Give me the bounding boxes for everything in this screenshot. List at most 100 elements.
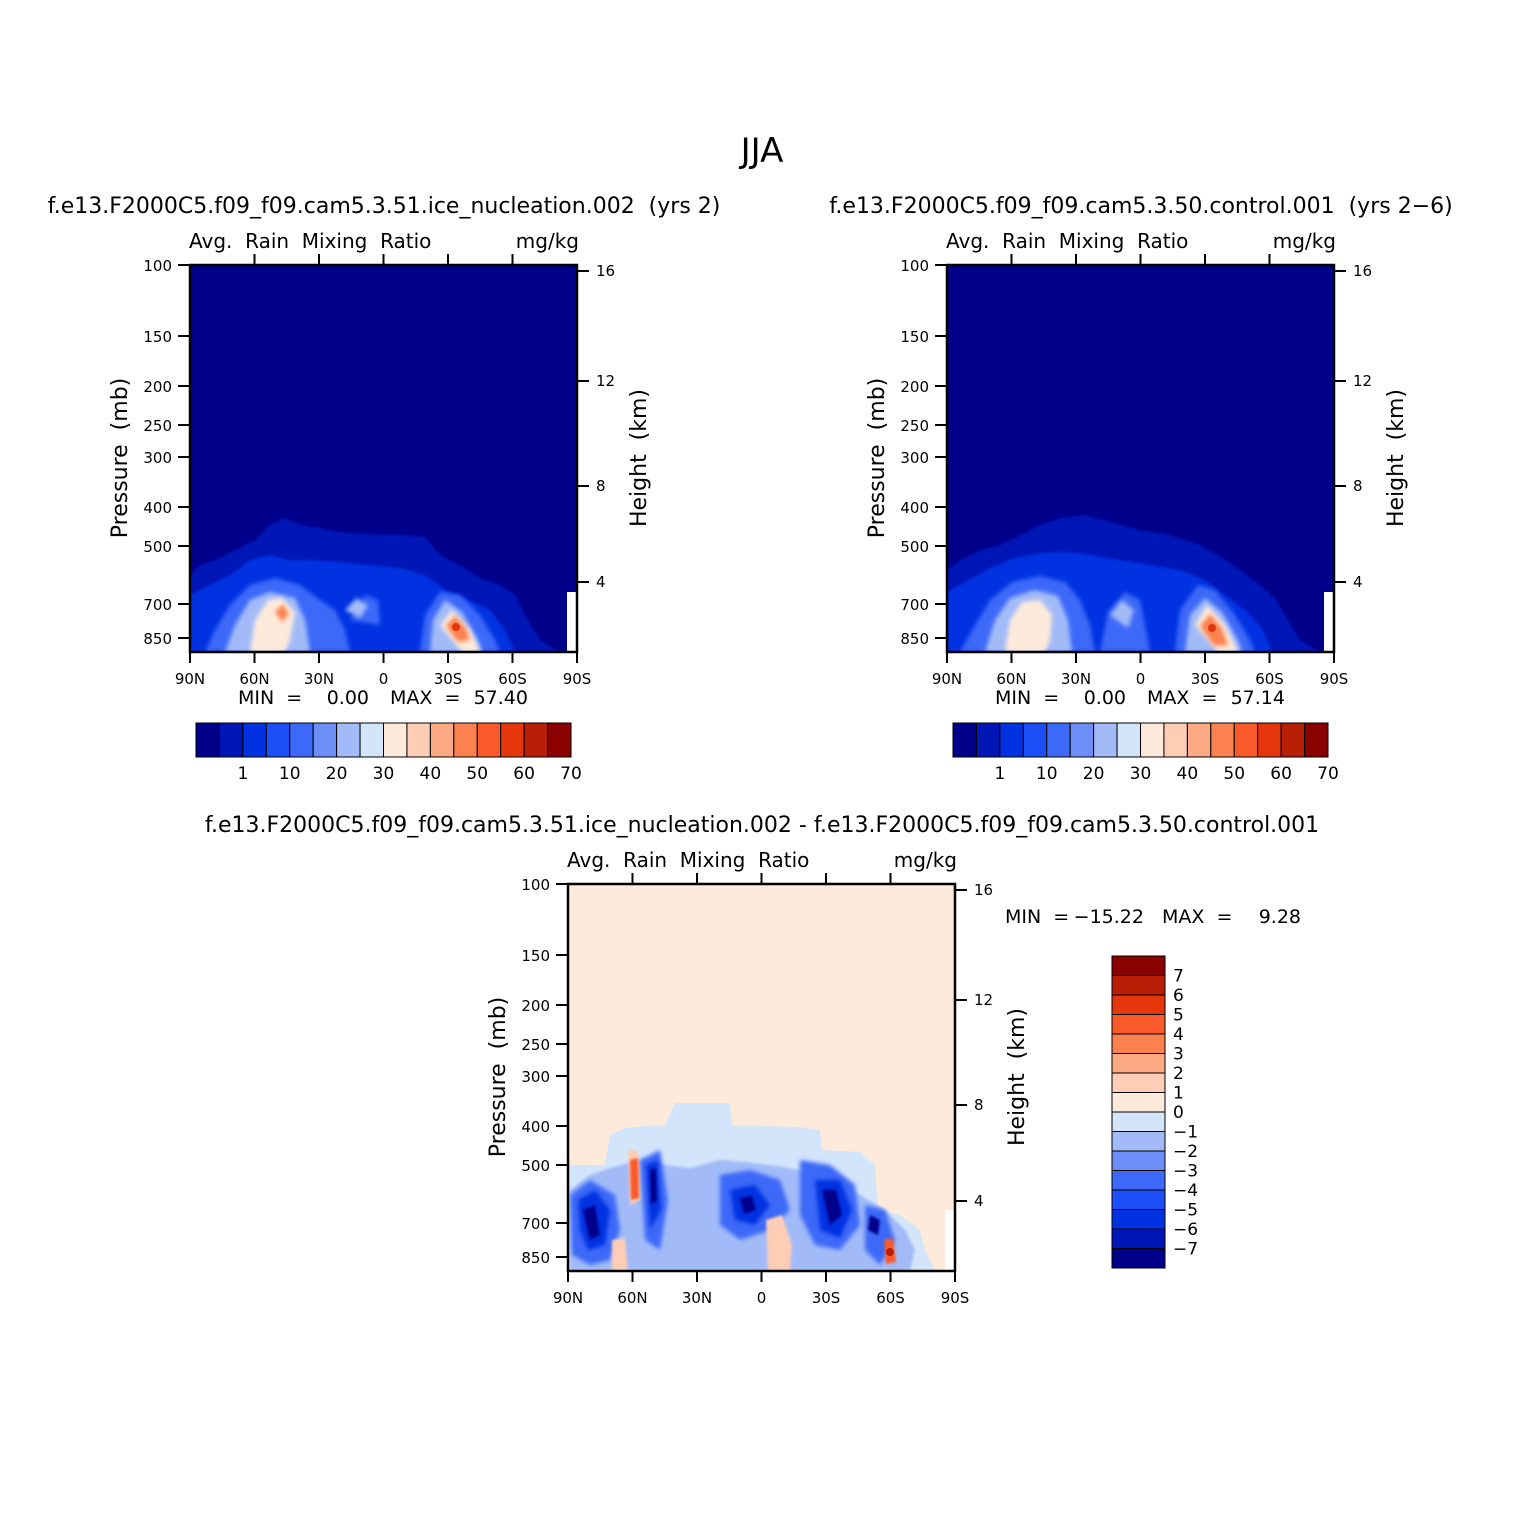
y-tick-label: 400 [900, 499, 929, 517]
colorbar-swatch [1233, 722, 1259, 758]
colorbar-swatch [195, 722, 220, 758]
colorbar-swatch [1111, 994, 1166, 1015]
x-tick-label: 30S [812, 1289, 841, 1307]
y-tick-label: 300 [900, 449, 929, 467]
height-tick-label: 16 [596, 262, 615, 280]
colorbar-swatch [1046, 722, 1071, 758]
colorbar-swatch [1111, 1033, 1166, 1054]
x-tick-label: 90N [175, 670, 205, 688]
colorbar-swatch [242, 722, 267, 758]
colorbar-label: −3 [1173, 1162, 1198, 1182]
colorbar-label: 4 [1173, 1025, 1184, 1045]
plot-area [566, 882, 957, 1273]
x-tick-label: 90N [553, 1289, 583, 1307]
colorbar-swatch [999, 722, 1024, 758]
colorbar-swatch [359, 722, 384, 758]
x-tick-label: 30S [1191, 670, 1220, 688]
colorbar-label: −7 [1173, 1240, 1198, 1260]
y-axis-label-right: Height (km) [1384, 389, 1409, 527]
x-tick-label: 60S [498, 670, 527, 688]
max-label: MAX = [390, 687, 460, 709]
x-tick-label: 60S [1255, 670, 1284, 688]
panel-difference: f.e13.F2000C5.f09_f09.cam5.3.51.ice_nucl… [205, 813, 1319, 1307]
case-title: f.e13.F2000C5.f09_f09.cam5.3.51.ice_nucl… [48, 194, 721, 219]
colorbar-swatch [1022, 722, 1048, 758]
masked-region [945, 1210, 955, 1271]
colorbar-swatch [1069, 722, 1095, 758]
y-axis-label: Pressure (mb) [486, 997, 511, 1158]
y-tick-label: 100 [521, 876, 550, 894]
y-tick-label: 700 [521, 1215, 550, 1233]
y-tick-label: 850 [521, 1249, 550, 1267]
min-value: −15.22 [1074, 906, 1144, 928]
colorbar-swatch [1280, 722, 1306, 758]
colorbar-label: −6 [1173, 1220, 1198, 1240]
x-tick-label: 30N [304, 670, 334, 688]
colorbar-label: 1 [994, 764, 1005, 784]
contour-max [1208, 624, 1216, 632]
x-tick-label: 0 [757, 1289, 767, 1307]
colorbar-swatch [406, 722, 431, 758]
contour-layer-5 [250, 598, 480, 652]
colorbar-swatch [1111, 1248, 1166, 1269]
colorbar-label: 20 [326, 764, 348, 784]
colorbar: 1 10 20 30 40 50 60 70 [195, 722, 582, 784]
units-label: mg/kg [516, 229, 579, 253]
colorbar-swatch [1111, 1072, 1166, 1093]
x-tick-label: 0 [379, 670, 389, 688]
panel-control: f.e13.F2000C5.f09_f09.cam5.3.50.control.… [829, 194, 1452, 784]
case-title: f.e13.F2000C5.f09_f09.cam5.3.50.control.… [829, 194, 1452, 219]
colorbar-swatch [500, 722, 525, 758]
y-tick-label: 150 [900, 328, 929, 346]
max-label: MAX = [1162, 906, 1232, 928]
colorbar-swatch [336, 722, 361, 758]
panel-ice-nucleation: f.e13.F2000C5.f09_f09.cam5.3.51.ice_nucl… [48, 194, 721, 784]
colorbar-swatch [1111, 1111, 1166, 1132]
y-tick-label: 250 [900, 417, 929, 435]
colorbar-swatch [289, 722, 314, 758]
case-title: f.e13.F2000C5.f09_f09.cam5.3.51.ice_nucl… [205, 813, 1319, 838]
colorbar-swatch [1111, 975, 1166, 996]
x-tick-label: 30S [434, 670, 463, 688]
colorbar-swatch [1111, 1228, 1166, 1249]
colorbar-label: −1 [1173, 1123, 1198, 1143]
y-tick-label: 700 [143, 596, 172, 614]
colorbar-label: 70 [1317, 764, 1339, 784]
colorbar-label: 70 [560, 764, 582, 784]
colorbar-swatch [265, 722, 291, 758]
y-tick-label: 250 [143, 417, 172, 435]
plot-area [945, 263, 1336, 654]
max-label: MAX = [1147, 687, 1217, 709]
units-label: mg/kg [894, 848, 957, 872]
colorbar-label: 30 [1130, 764, 1152, 784]
height-tick-label: 8 [974, 1096, 984, 1114]
figure-title: JJA [739, 131, 784, 171]
contour-max [886, 1248, 894, 1256]
colorbar-label: 10 [279, 764, 301, 784]
height-tick-label: 4 [1353, 573, 1363, 591]
colorbar-swatch [476, 722, 502, 758]
y-tick-label: 500 [521, 1157, 550, 1175]
colorbar-swatch [547, 722, 572, 758]
min-label: MIN = [238, 687, 302, 709]
colorbar-label: 40 [420, 764, 442, 784]
colorbar-label: 3 [1173, 1045, 1184, 1065]
colorbar-swatch [1304, 722, 1329, 758]
height-tick-label: 12 [974, 991, 993, 1009]
y-tick-label: 850 [143, 630, 172, 648]
colorbar-label: 60 [513, 764, 535, 784]
colorbar-label: −4 [1173, 1181, 1198, 1201]
x-tick-label: 60S [876, 1289, 905, 1307]
y-tick-label: 500 [143, 538, 172, 556]
colorbar-swatch [1111, 1150, 1166, 1171]
y-tick-label: 300 [521, 1068, 550, 1086]
min-value: 0.00 [327, 687, 369, 709]
colorbar-swatch [429, 722, 455, 758]
colorbar-swatch [1186, 722, 1212, 758]
y-tick-label: 200 [143, 378, 172, 396]
height-tick-label: 16 [974, 881, 993, 899]
colorbar-swatch [1111, 1209, 1166, 1230]
colorbar-swatch [1093, 722, 1118, 758]
variable-title: Avg. Rain Mixing Ratio [189, 229, 431, 253]
